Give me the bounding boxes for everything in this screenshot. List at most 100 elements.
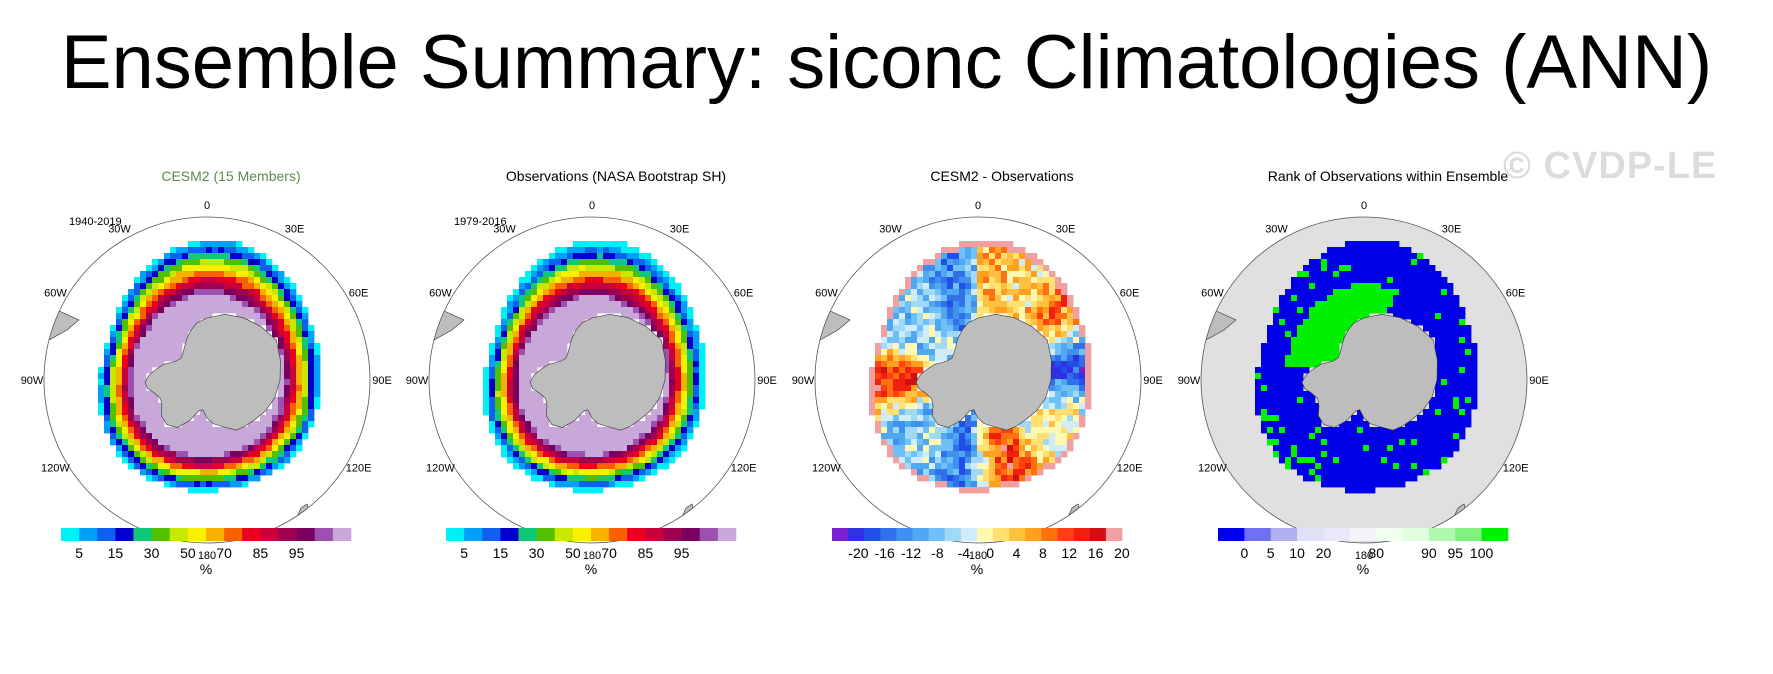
- ice-cell: [1321, 265, 1328, 272]
- ice-cell: [1381, 301, 1388, 308]
- ice-cell: [1031, 469, 1038, 476]
- ice-cell: [188, 301, 195, 308]
- ice-cell: [1441, 379, 1448, 386]
- ice-cell: [917, 265, 924, 272]
- ice-cell: [579, 283, 586, 290]
- ice-cell: [905, 367, 912, 374]
- ice-cell: [1435, 373, 1442, 380]
- ice-cell: [935, 457, 942, 464]
- ice-cell: [645, 439, 652, 446]
- ice-cell: [609, 241, 616, 248]
- ice-cell: [947, 301, 954, 308]
- ice-cell: [1339, 271, 1346, 278]
- map-boundary: [428, 216, 756, 544]
- ice-cell: [1441, 355, 1448, 362]
- ice-cell: [1327, 301, 1334, 308]
- ice-cell: [134, 331, 141, 338]
- ice-cell: [1315, 277, 1322, 284]
- ice-cell: [989, 463, 996, 470]
- ice-cell: [260, 415, 267, 422]
- ice-cell: [567, 481, 574, 488]
- ice-cell: [627, 475, 634, 482]
- ice-cell: [555, 481, 562, 488]
- ice-cell: [1321, 295, 1328, 302]
- ice-cell: [122, 367, 129, 374]
- ice-cell: [1055, 373, 1062, 380]
- ice-cell: [272, 325, 279, 332]
- ice-cell: [1441, 325, 1448, 332]
- ice-cell: [1013, 463, 1020, 470]
- colorbar-swatch: [1297, 528, 1324, 541]
- ice-cell: [1357, 313, 1364, 320]
- ice-cell: [681, 331, 688, 338]
- ice-cell: [663, 367, 670, 374]
- ice-cell: [1273, 355, 1280, 362]
- ice-cell: [176, 355, 183, 362]
- ice-cell: [1423, 307, 1430, 314]
- ice-cell: [128, 379, 135, 386]
- ice-cell: [314, 385, 321, 392]
- ice-cell: [1435, 271, 1442, 278]
- ice-cell: [284, 301, 291, 308]
- ice-cell: [959, 253, 966, 260]
- ice-cell: [128, 427, 135, 434]
- ice-cell: [1055, 355, 1062, 362]
- ice-cell: [104, 385, 111, 392]
- ice-cell: [1393, 451, 1400, 458]
- ice-cell: [1303, 427, 1310, 434]
- colorbar-label: 95: [674, 545, 690, 561]
- ice-cell: [561, 445, 568, 452]
- ice-cell: [983, 301, 990, 308]
- ice-cell: [995, 247, 1002, 254]
- ice-cell: [983, 481, 990, 488]
- ice-cell: [1333, 319, 1340, 326]
- ice-cell: [1435, 391, 1442, 398]
- ice-cell: [1309, 409, 1316, 416]
- ice-cell: [513, 313, 520, 320]
- ice-cell: [1309, 259, 1316, 266]
- ice-cell: [591, 439, 598, 446]
- ice-cell: [206, 469, 213, 476]
- ice-cell: [881, 409, 888, 416]
- ice-cell: [1465, 415, 1472, 422]
- ice-cell: [1345, 283, 1352, 290]
- ice-cell: [681, 445, 688, 452]
- ice-cell: [302, 373, 309, 380]
- ice-cell: [519, 295, 526, 302]
- ice-cell: [1267, 379, 1274, 386]
- ice-cell: [965, 475, 972, 482]
- ice-cell: [947, 349, 954, 356]
- ice-cell: [537, 463, 544, 470]
- ice-cell: [1333, 457, 1340, 464]
- ice-cell: [687, 313, 694, 320]
- ice-cell: [917, 433, 924, 440]
- ice-cell: [699, 355, 706, 362]
- ice-cell: [1067, 433, 1074, 440]
- colorbar-swatch: [1073, 528, 1091, 541]
- ice-cell: [218, 277, 225, 284]
- ice-cell: [983, 289, 990, 296]
- ice-cell: [555, 451, 562, 458]
- ice-cell: [1393, 259, 1400, 266]
- ice-cell: [284, 289, 291, 296]
- ice-cell: [1285, 301, 1292, 308]
- ice-cell: [507, 367, 514, 374]
- ice-cell: [501, 325, 508, 332]
- ice-cell: [693, 415, 700, 422]
- ice-cell: [525, 271, 532, 278]
- ice-cell: [615, 463, 622, 470]
- ice-cell: [917, 445, 924, 452]
- ice-cell: [1049, 439, 1056, 446]
- ice-cell: [495, 343, 502, 350]
- ice-cell: [254, 469, 261, 476]
- ice-cell: [1291, 427, 1298, 434]
- ice-cell: [905, 403, 912, 410]
- ice-cell: [1333, 283, 1340, 290]
- ice-cell: [1369, 457, 1376, 464]
- ice-cell: [1055, 409, 1062, 416]
- longitude-label: 90E: [1529, 375, 1549, 387]
- ice-cell: [591, 241, 598, 248]
- ice-cell: [1007, 433, 1014, 440]
- ice-cell: [573, 271, 580, 278]
- ice-cell: [116, 373, 123, 380]
